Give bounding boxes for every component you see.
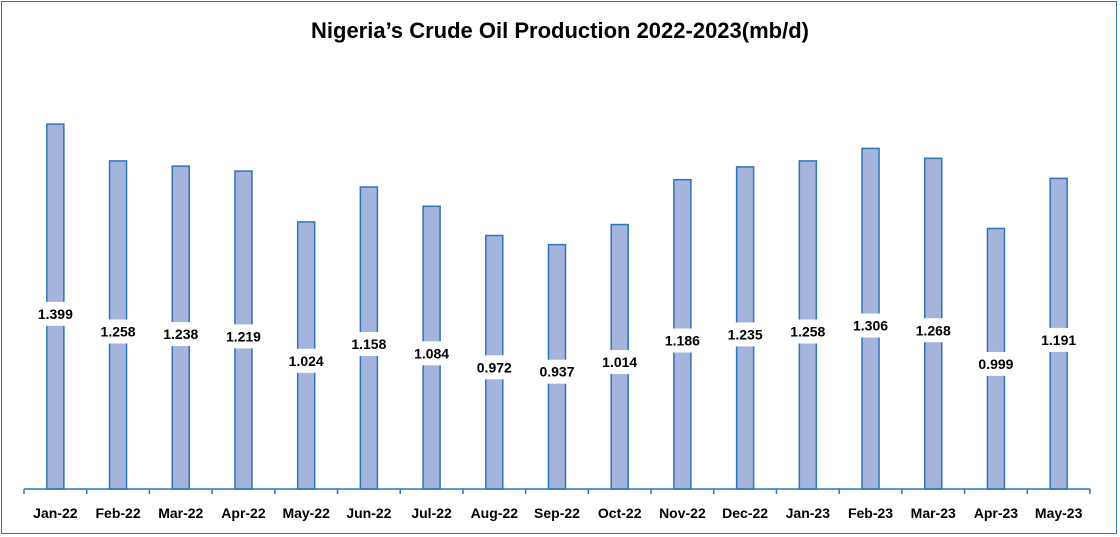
data-label-bg xyxy=(847,313,894,338)
data-label: 1.219 xyxy=(226,328,261,344)
data-label-bg xyxy=(910,318,957,343)
x-tick-label: Aug-22 xyxy=(471,505,519,521)
data-label-bg xyxy=(972,351,1019,376)
data-label: 1.258 xyxy=(790,324,825,340)
data-label-bg xyxy=(722,322,769,347)
data-label: 1.268 xyxy=(916,322,951,338)
x-tick-label: Nov-22 xyxy=(659,505,706,521)
data-label-bg xyxy=(471,355,518,380)
data-labels-group: 1.399 1.258 1.238 1.219 1.024 1.158 1.084 0.972… xyxy=(32,301,1082,384)
bars-group xyxy=(46,123,1068,490)
x-tick-label: Dec-22 xyxy=(722,505,768,521)
x-tick-label: Jan-22 xyxy=(33,505,78,521)
data-label-bg xyxy=(283,348,330,373)
x-tick-label: May-23 xyxy=(1035,505,1083,521)
chart-title: Nigeria’s Crude Oil Production 2022-2023… xyxy=(311,18,809,43)
data-label-bg xyxy=(345,332,392,357)
data-label: 0.937 xyxy=(539,364,574,380)
data-label: 1.191 xyxy=(1041,332,1076,348)
data-label-bg xyxy=(220,324,267,349)
data-label: 1.399 xyxy=(38,306,73,322)
data-label-bg xyxy=(596,350,643,375)
x-tick-label: May-22 xyxy=(282,505,330,521)
x-tick-label: Jan-23 xyxy=(786,505,831,521)
data-label-bg xyxy=(784,319,831,344)
data-label: 1.306 xyxy=(853,318,888,334)
data-label: 1.235 xyxy=(728,326,763,342)
data-label: 0.972 xyxy=(477,359,512,375)
data-label-bg xyxy=(534,359,580,384)
x-tick-labels-group: Jan-22 Feb-22 Mar-22 Apr-22 May-22 Jun-22 Jul-… xyxy=(33,505,1082,521)
data-label-bg xyxy=(1035,327,1082,352)
data-label: 1.158 xyxy=(351,336,386,352)
x-tick-label: Oct-22 xyxy=(598,505,642,521)
data-label: 0.999 xyxy=(978,356,1013,372)
x-tick-label: Apr-22 xyxy=(221,505,266,521)
data-label-bg xyxy=(157,322,204,347)
data-label-bg xyxy=(32,301,79,326)
x-tick-label: Jul-22 xyxy=(411,505,452,521)
x-tick-label: Sep-22 xyxy=(534,505,580,521)
x-tick-label: Mar-22 xyxy=(158,505,203,521)
data-label: 1.084 xyxy=(414,345,449,361)
x-axis xyxy=(23,488,1091,494)
x-tick-label: Jun-22 xyxy=(346,505,391,521)
x-tick-label: Feb-23 xyxy=(848,505,893,521)
x-tick-label: Mar-23 xyxy=(911,505,956,521)
data-label: 1.238 xyxy=(163,326,198,342)
data-label-bg xyxy=(408,341,455,366)
data-label-bg xyxy=(95,319,142,344)
data-label-bg xyxy=(659,328,706,353)
data-label: 1.258 xyxy=(101,324,136,340)
x-tick-label: Apr-23 xyxy=(974,505,1019,521)
data-label: 1.014 xyxy=(602,354,637,370)
x-tick-label: Feb-22 xyxy=(95,505,140,521)
data-label: 1.024 xyxy=(289,353,324,369)
data-label: 1.186 xyxy=(665,333,700,349)
